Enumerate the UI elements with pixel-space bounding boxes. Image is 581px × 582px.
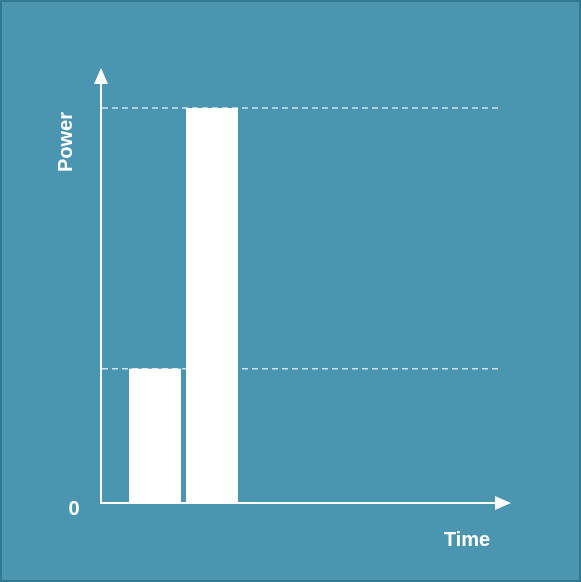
bars [129, 108, 238, 503]
x-axis-arrowhead [495, 496, 511, 510]
axes [94, 68, 511, 510]
y-origin-tick-label: 0 [68, 498, 79, 520]
x-axis-label: Time [444, 529, 490, 551]
y-axis-label: Power [55, 112, 77, 172]
y-axis-arrowhead [94, 68, 108, 84]
reference-lines [102, 107, 500, 370]
bar-1 [129, 368, 181, 503]
bar-2 [186, 108, 238, 503]
